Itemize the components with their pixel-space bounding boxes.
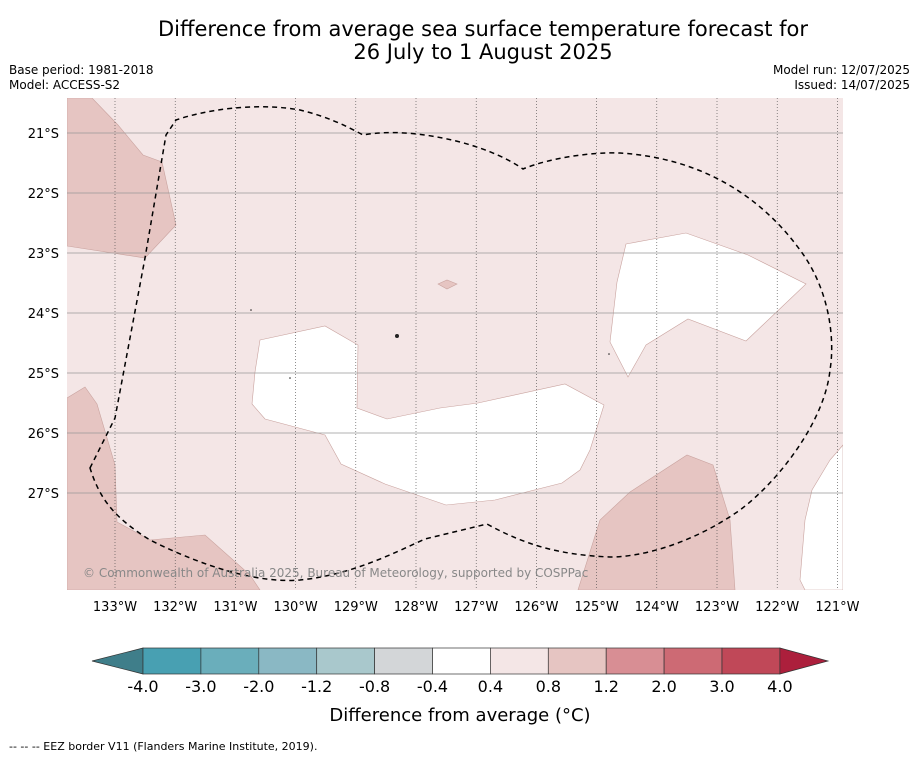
colorbar-segment: [142, 647, 202, 675]
longitude-label: 127°W: [454, 600, 498, 615]
map-area: © Commonwealth of Australia 2025, Bureau…: [67, 98, 843, 590]
longitude-label: 130°W: [274, 600, 318, 615]
colorbar-tick-label: 0.4: [478, 677, 503, 696]
colorbar-tick-label: -0.8: [359, 677, 390, 696]
issued-date: Issued: 14/07/2025: [794, 78, 910, 92]
longitude-label: 132°W: [153, 600, 197, 615]
colorbar-tick-label: 2.0: [651, 677, 676, 696]
title-line-1: Difference from average sea surface temp…: [158, 17, 808, 41]
colorbar-segment: [258, 647, 318, 675]
light-patch-central: [251, 325, 605, 506]
colorbar-segment: [547, 647, 607, 675]
small-feature-dot: [250, 309, 252, 311]
longitude-labels: 133°W 132°W 131°W 130°W 129°W 128°W 127°W 126°W…: [93, 600, 860, 615]
colorbar-tick-label: -2.0: [243, 677, 274, 696]
title-line-2: 26 July to 1 August 2025: [353, 40, 613, 64]
colorbar-tick-label: -0.4: [417, 677, 448, 696]
colorbar-tick-label: 1.2: [593, 677, 618, 696]
colorbar-tick-label: 0.8: [536, 677, 561, 696]
colorbar-tick-labels: -4.0 -3.0 -2.0 -1.2 -0.8 -0.4 0.4 0.8 1.2 2.0 3.0 4…: [127, 677, 792, 696]
longitude-label: 125°W: [575, 600, 619, 615]
colorbar-tick-label: 3.0: [709, 677, 734, 696]
colorbar-tick-label: -3.0: [185, 677, 216, 696]
colorbar-segment: [490, 647, 549, 675]
latitude-label: 21°S: [28, 127, 59, 142]
longitude-label: 124°W: [635, 600, 679, 615]
longitude-label: 121°W: [815, 600, 859, 615]
chart-title: Difference from average sea surface temp…: [0, 18, 919, 64]
run-info: Model run: 12/07/2025 Issued: 14/07/2025: [773, 63, 910, 93]
colorbar-segment: [605, 647, 665, 675]
latitude-label: 26°S: [28, 427, 59, 442]
latitude-label: 24°S: [28, 307, 59, 322]
small-feature-dot: [289, 377, 291, 379]
latitude-label: 23°S: [28, 247, 59, 262]
longitude-label: 133°W: [93, 600, 137, 615]
longitude-gridlines: [114, 98, 838, 590]
copyright-text: © Commonwealth of Australia 2025, Bureau…: [83, 566, 588, 580]
colorbar-segment: [432, 647, 491, 675]
longitude-label: 128°W: [394, 600, 438, 615]
colorbar-tick-label: 4.0: [767, 677, 792, 696]
warm-patch-small: [437, 279, 458, 290]
model-run: Model run: 12/07/2025: [772, 63, 910, 77]
small-feature-dot: [608, 353, 610, 355]
base-info: Base period: 1981-2018 Model: ACCESS-S2: [9, 63, 154, 93]
longitude-label: 122°W: [755, 600, 799, 615]
latitude-gridlines: [67, 132, 843, 494]
eez-footnote: -- -- -- EEZ border V11 (Flanders Marine…: [9, 740, 318, 753]
light-patch-far-east: [799, 444, 843, 590]
small-feature-dot: [395, 334, 399, 338]
longitude-label: 131°W: [213, 600, 257, 615]
longitude-label: 123°W: [695, 600, 739, 615]
colorbar-tick-label: -1.2: [301, 677, 332, 696]
colorbar-segment: [200, 647, 260, 675]
colorbar-segment: [663, 647, 723, 675]
colorbar: [91, 647, 830, 675]
colorbar-extend-high: [779, 647, 830, 675]
longitude-label: 126°W: [514, 600, 558, 615]
latitude-label: 22°S: [28, 187, 59, 202]
colorbar-segment: [374, 647, 433, 675]
eez-border: [89, 106, 833, 582]
colorbar-tick-label: -4.0: [127, 677, 158, 696]
latitude-labels: 21°S 22°S 23°S 24°S 25°S 26°S 27°S: [28, 127, 59, 502]
colorbar-title: Difference from average (°C): [329, 705, 590, 726]
light-patch-east: [609, 232, 807, 378]
latitude-label: 25°S: [28, 367, 59, 382]
colorbar-segment: [721, 647, 781, 675]
longitude-label: 129°W: [334, 600, 378, 615]
model-name: Model: ACCESS-S2: [9, 78, 121, 92]
colorbar-extend-low: [91, 647, 144, 675]
base-period: Base period: 1981-2018: [9, 63, 154, 77]
colorbar-segment: [316, 647, 375, 675]
latitude-label: 27°S: [28, 487, 59, 502]
